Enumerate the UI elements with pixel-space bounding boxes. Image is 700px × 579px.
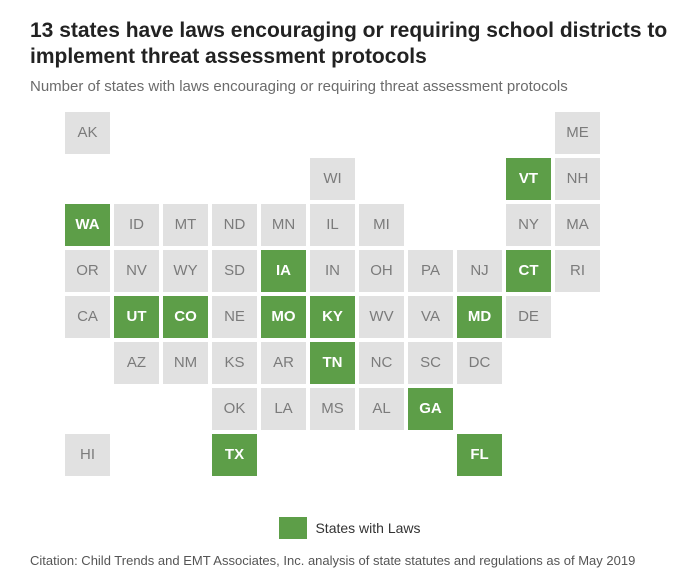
state-tile-ne: NE — [211, 295, 258, 339]
state-tile-wy: WY — [162, 249, 209, 293]
state-tile-or: OR — [64, 249, 111, 293]
state-tile-mt: MT — [162, 203, 209, 247]
state-tile-sc: SC — [407, 341, 454, 385]
state-tile-tx: TX — [211, 433, 258, 477]
state-tile-de: DE — [505, 295, 552, 339]
page-title: 13 states have laws encouraging or requi… — [30, 18, 670, 71]
state-tile-md: MD — [456, 295, 503, 339]
state-tile-wa: WA — [64, 203, 111, 247]
state-tile-ky: KY — [309, 295, 356, 339]
state-tile-ak: AK — [64, 111, 111, 155]
state-tile-ri: RI — [554, 249, 601, 293]
state-tile-ny: NY — [505, 203, 552, 247]
state-tile-mi: MI — [358, 203, 405, 247]
legend: States with Laws — [30, 517, 670, 539]
state-tile-mn: MN — [260, 203, 307, 247]
state-tile-me: ME — [554, 111, 601, 155]
state-tile-ct: CT — [505, 249, 552, 293]
state-tile-dc: DC — [456, 341, 503, 385]
state-tile-ar: AR — [260, 341, 307, 385]
state-tile-nh: NH — [554, 157, 601, 201]
state-tile-ca: CA — [64, 295, 111, 339]
state-tile-nv: NV — [113, 249, 160, 293]
state-tile-nj: NJ — [456, 249, 503, 293]
state-tile-tn: TN — [309, 341, 356, 385]
state-tile-nd: ND — [211, 203, 258, 247]
state-tile-ms: MS — [309, 387, 356, 431]
state-tile-id: ID — [113, 203, 160, 247]
state-tile-ga: GA — [407, 387, 454, 431]
state-tile-il: IL — [309, 203, 356, 247]
state-tile-al: AL — [358, 387, 405, 431]
tile-grid-map: AK ME WI VTNH WAIDMTNDMNILMI NYMA ORNVWYSDIAIN… — [40, 111, 660, 511]
state-tile-wi: WI — [309, 157, 356, 201]
state-tile-ma: MA — [554, 203, 601, 247]
state-tile-oh: OH — [358, 249, 405, 293]
state-tile-la: LA — [260, 387, 307, 431]
state-tile-ut: UT — [113, 295, 160, 339]
state-tile-co: CO — [162, 295, 209, 339]
state-tile-nc: NC — [358, 341, 405, 385]
state-tile-va: VA — [407, 295, 454, 339]
state-tile-fl: FL — [456, 433, 503, 477]
state-tile-pa: PA — [407, 249, 454, 293]
state-tile-vt: VT — [505, 157, 552, 201]
state-tile-az: AZ — [113, 341, 160, 385]
state-tile-nm: NM — [162, 341, 209, 385]
citation: Citation: Child Trends and EMT Associate… — [30, 553, 670, 568]
legend-label: States with Laws — [315, 520, 420, 536]
legend-swatch — [279, 517, 307, 539]
state-tile-ok: OK — [211, 387, 258, 431]
page-subtitle: Number of states with laws encouraging o… — [30, 77, 670, 97]
state-tile-hi: HI — [64, 433, 111, 477]
state-tile-ia: IA — [260, 249, 307, 293]
state-tile-wv: WV — [358, 295, 405, 339]
state-tile-ks: KS — [211, 341, 258, 385]
state-tile-mo: MO — [260, 295, 307, 339]
state-tile-in: IN — [309, 249, 356, 293]
state-tile-sd: SD — [211, 249, 258, 293]
